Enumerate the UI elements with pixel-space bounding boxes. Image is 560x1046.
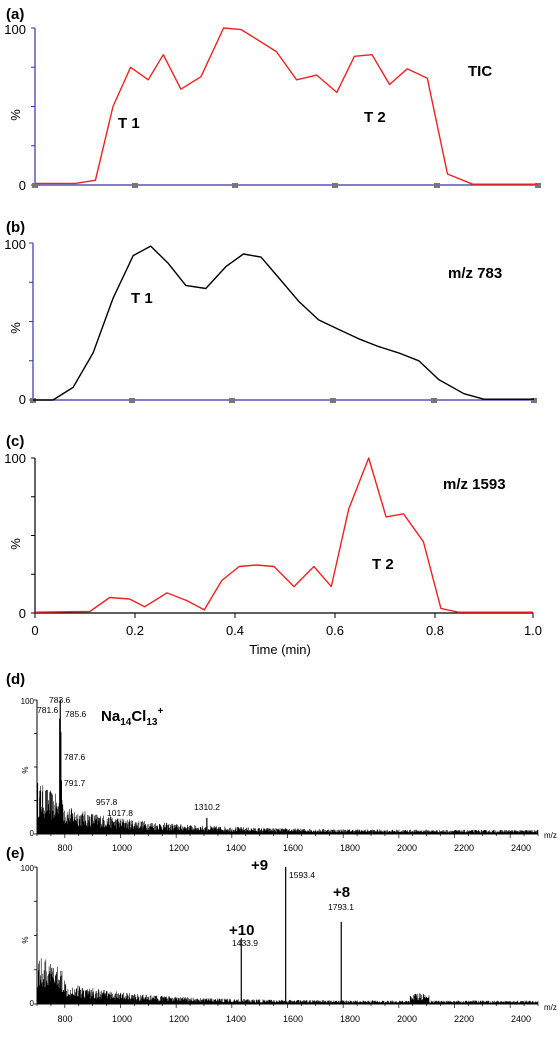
ytick-100-e: 100 [21, 864, 35, 873]
xtick-mz-d: 2400 [511, 843, 531, 853]
xtick-time: 0.4 [226, 623, 244, 638]
ytick-100-b: 100 [4, 237, 26, 252]
spectrum-noise [36, 782, 539, 834]
xtick-mz-d: 1800 [340, 843, 360, 853]
xtick-mz-e: 1200 [169, 1014, 189, 1024]
x-tick [132, 183, 138, 188]
xtick-mz-e: 2000 [397, 1014, 417, 1024]
xlabel-time: Time (min) [249, 642, 311, 657]
xlabel-mz-e: m/z [544, 1003, 557, 1012]
charge-label-e: +9 [251, 857, 268, 874]
spectrum-noise [36, 958, 539, 1004]
xtick-time: 0.2 [126, 623, 144, 638]
annotation-t1-b: T 1 [131, 290, 153, 307]
x-tick [431, 398, 437, 403]
panel-label-a: (a) [6, 6, 24, 23]
xtick-time: 0 [31, 623, 38, 638]
chart-title-a: TIC [468, 63, 492, 80]
panel-label-c: (c) [6, 433, 24, 450]
x-tick [434, 183, 440, 188]
xtick-mz-e: 1600 [283, 1014, 303, 1024]
ylabel-a: % [8, 109, 23, 121]
peak-label-d: 785.6 [65, 709, 87, 719]
charge-label-e: +10 [229, 922, 254, 939]
xtick-mz-e: 2400 [511, 1014, 531, 1024]
xtick-mz-e: 1800 [340, 1014, 360, 1024]
ytick-100-d: 100 [21, 697, 35, 706]
peak-label-e: 1433.9 [232, 938, 258, 948]
xtick-time: 0.6 [326, 623, 344, 638]
annotation-t1-a: T 1 [118, 115, 140, 132]
series-line [33, 245, 534, 401]
xtick-mz-d: 2200 [454, 843, 474, 853]
xlabel-mz-d: m/z [544, 831, 557, 840]
x-tick [32, 183, 38, 188]
ylabel-e: % [21, 936, 30, 943]
ytick-100-c: 100 [4, 451, 26, 466]
panel-label-e: (e) [6, 845, 24, 862]
peak-label-d: 781.6 [37, 705, 59, 715]
x-tick [330, 398, 336, 403]
x-tick [229, 398, 235, 403]
ytick-0-b: 0 [19, 392, 26, 407]
charge-label-e: +8 [333, 884, 350, 901]
xtick-mz-d: 1000 [112, 843, 132, 853]
xtick-mz-e: 1400 [226, 1014, 246, 1024]
series-line [35, 27, 538, 185]
xtick-mz-d: 1200 [169, 843, 189, 853]
chart-title-c: m/z 1593 [443, 476, 506, 493]
peak-label-d: 957.8 [96, 797, 118, 807]
peak-label-e: 1593.4 [289, 870, 315, 880]
xtick-time: 1.0 [524, 623, 542, 638]
xtick-time: 0.8 [426, 623, 444, 638]
ylabel-b: % [8, 322, 23, 334]
xtick-mz-d: 1600 [283, 843, 303, 853]
panel-label-d: (d) [6, 671, 25, 688]
xtick-mz-e: 2200 [454, 1014, 474, 1024]
ytick-100-a: 100 [4, 22, 26, 37]
annotation-t2-c: T 2 [372, 556, 394, 573]
formula-na14cl13: Na14Cl13+ [101, 706, 163, 728]
peak-label-e: 1793.1 [328, 902, 354, 912]
x-tick [531, 398, 537, 403]
panel-label-b: (b) [6, 219, 25, 236]
series-line [34, 457, 533, 613]
ytick-0-a: 0 [19, 178, 26, 193]
x-tick [535, 183, 541, 188]
peak-label-d: 791.7 [64, 778, 86, 788]
xtick-mz-d: 2000 [397, 843, 417, 853]
x-tick [232, 183, 238, 188]
chart-title-b: m/z 783 [448, 265, 502, 282]
peak-label-d: 787.6 [64, 752, 86, 762]
plot-layer [29, 27, 541, 1008]
x-tick [332, 183, 338, 188]
peak-label-d: 1017.8 [107, 808, 133, 818]
ytick-0-d: 0 [30, 829, 35, 838]
xtick-mz-d: 1400 [226, 843, 246, 853]
ylabel-d: % [21, 766, 30, 773]
xtick-mz-e: 800 [57, 1014, 72, 1024]
xtick-mz-e: 1000 [112, 1014, 132, 1024]
xtick-mz-d: 800 [57, 843, 72, 853]
peak-label-d: 1310.2 [194, 802, 220, 812]
ytick-0-e: 0 [30, 999, 35, 1008]
ylabel-c: % [8, 538, 23, 550]
x-tick [129, 398, 135, 403]
annotation-t2-a: T 2 [364, 109, 386, 126]
ytick-0-c: 0 [19, 606, 26, 621]
